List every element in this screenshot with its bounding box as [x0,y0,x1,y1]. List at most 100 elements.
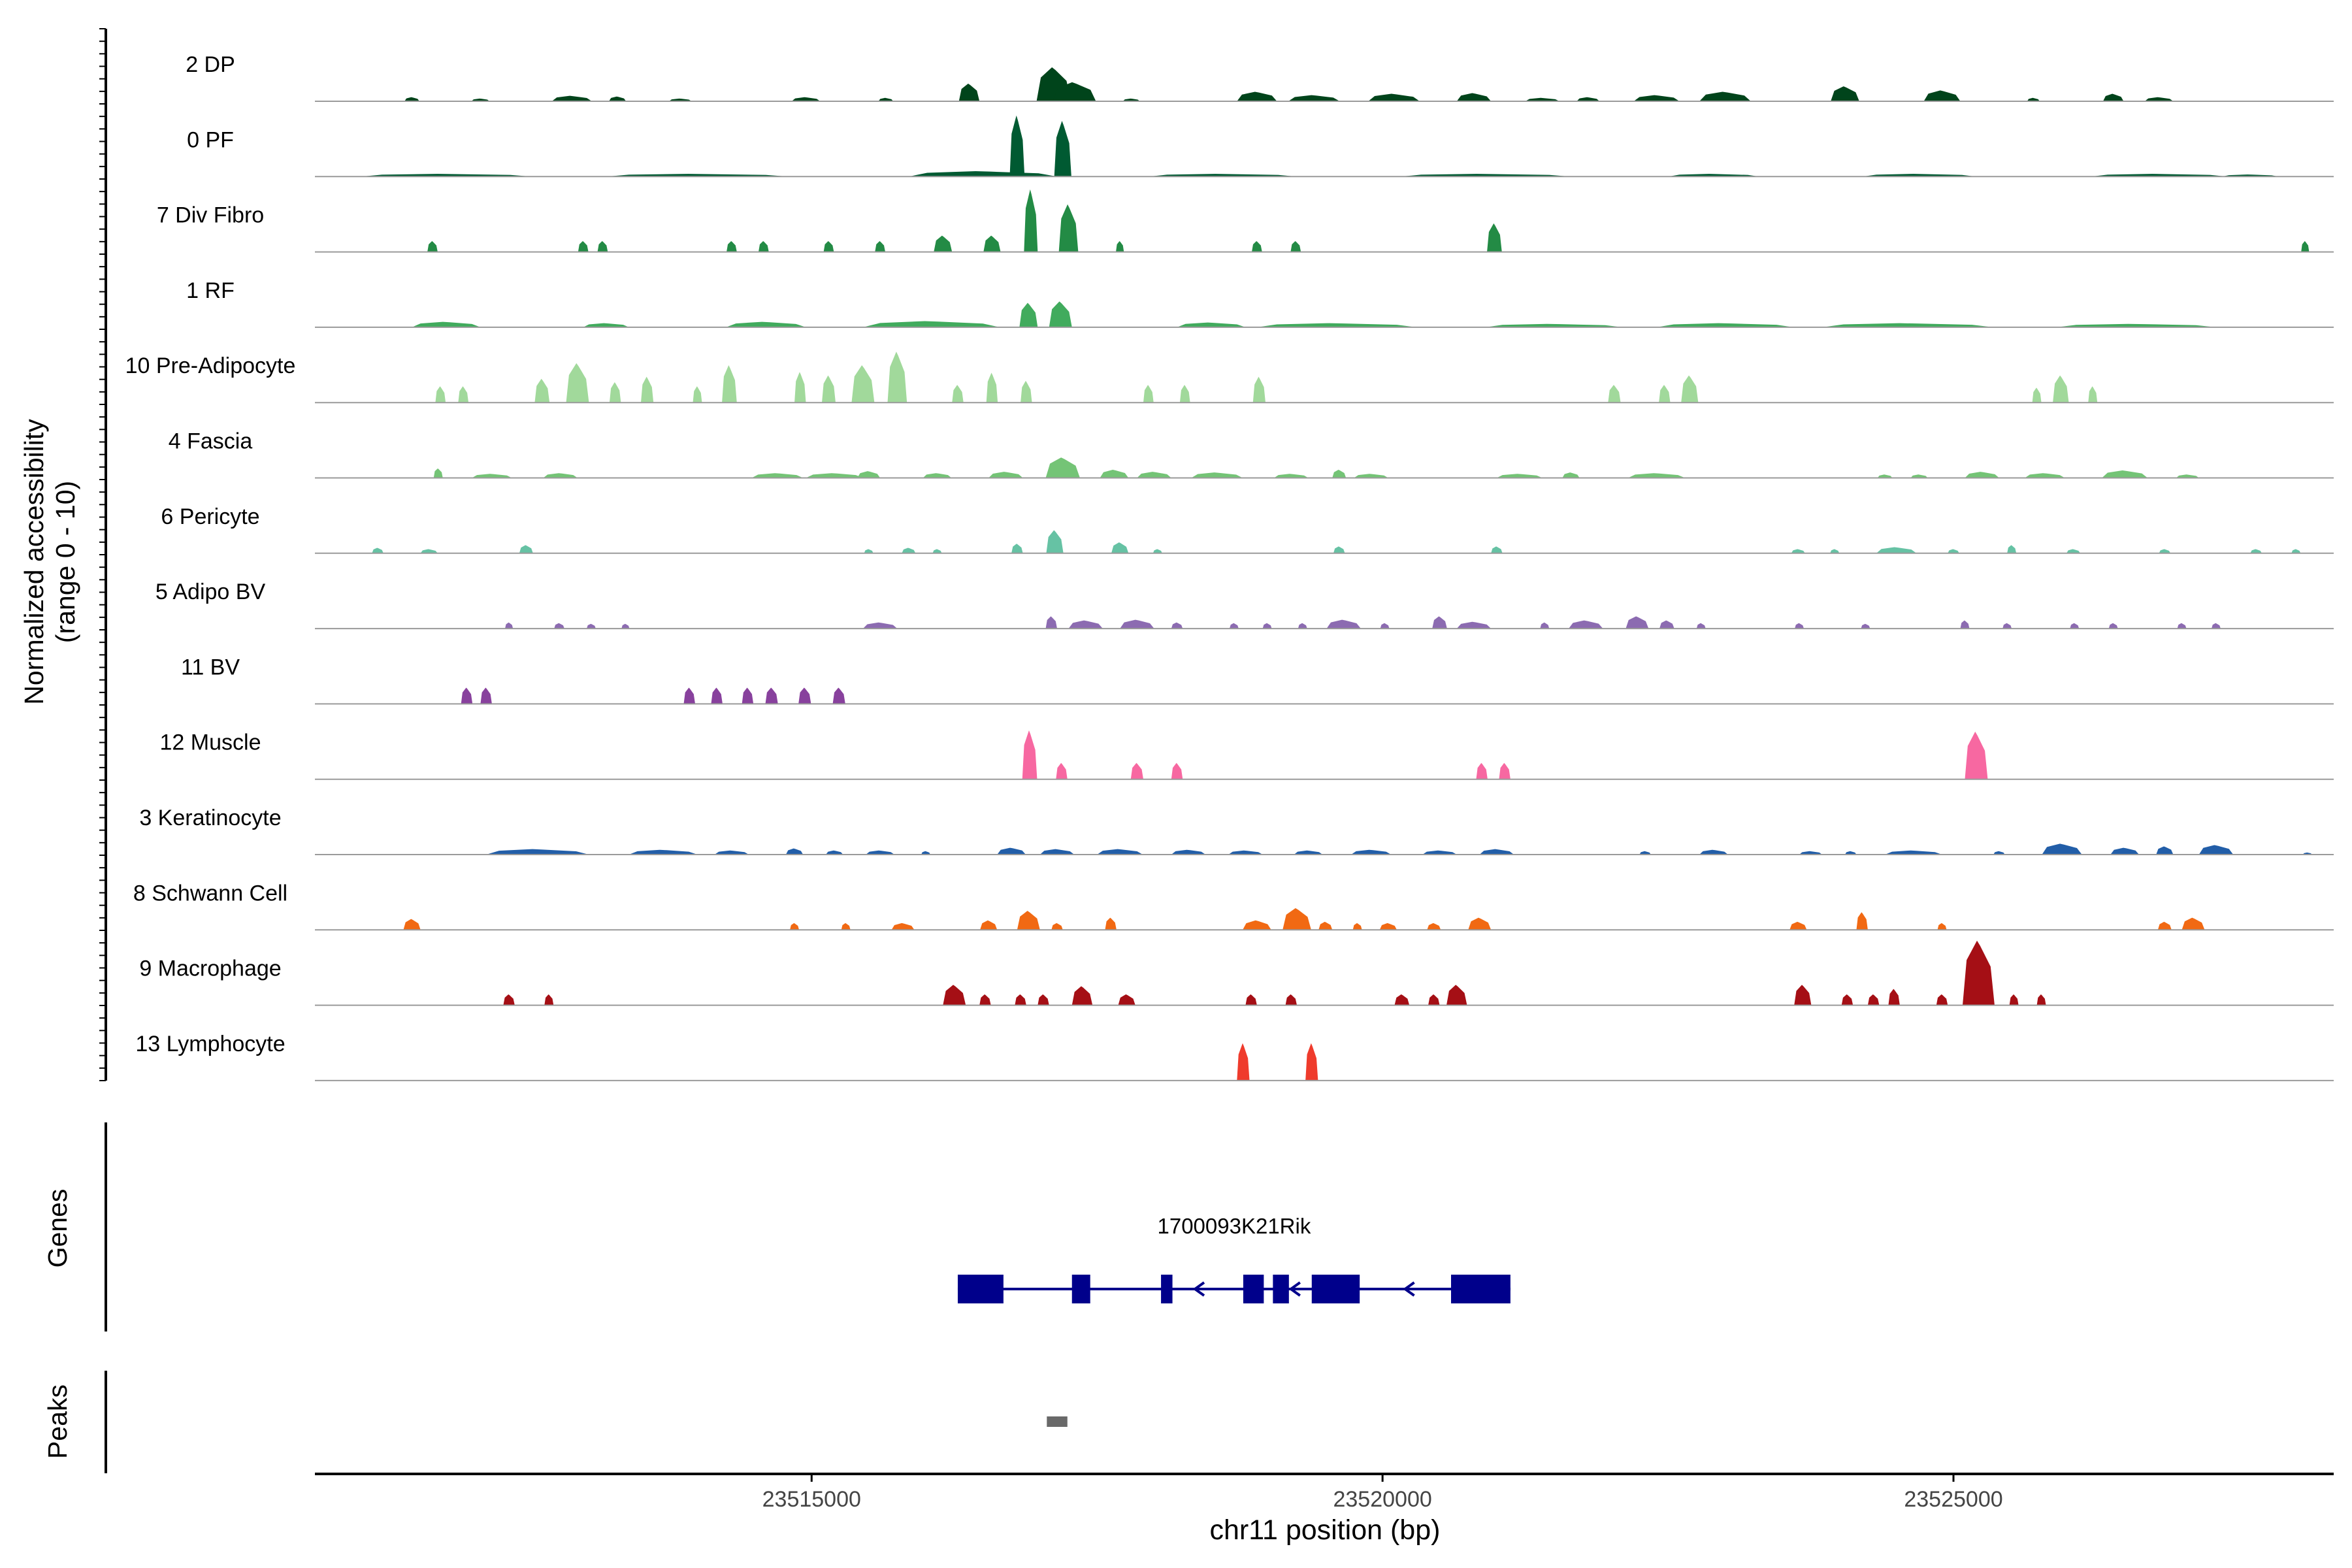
coverage-peak [1831,86,1859,101]
coverage-peak [1120,619,1154,629]
coverage-peak [2156,846,2174,855]
coverage-peak [1844,851,1857,855]
coverage-peak [791,97,821,101]
peaks-panel-label: Peaks [42,1384,73,1459]
coverage-peak [790,923,800,930]
coverage-peak [1965,472,1999,478]
coverage-peak [1351,849,1392,855]
coverage-peak [1137,472,1171,478]
coverage-peak [1569,620,1603,629]
peak-region [1047,1416,1068,1427]
coverage-peak [433,468,443,478]
coverage-peak [1054,121,1071,177]
coverage-peak [2108,623,2118,629]
gene-exon [1311,1275,1360,1303]
coverage-peak [534,378,550,403]
coverage-peak [471,98,490,101]
track-6-pericyte: 6 Pericyte [161,504,2334,554]
coverage-peak [2088,386,2098,403]
coverage-peak [1888,988,1900,1005]
coverage-peak [862,321,1000,327]
coverage-peak [1476,762,1488,779]
coverage-peak [1037,994,1049,1005]
coverage-peak [420,549,438,553]
coverage-peak [742,687,754,704]
coverage-peak [1867,994,1880,1005]
coverage-peak [1243,920,1271,930]
coverage-peak [823,240,834,252]
track-8-schwann-cell: 8 Schwann Cell [133,881,2334,931]
coverage-peak [1479,849,1514,855]
coverage-peak [711,687,723,704]
coverage-peak [1937,923,1947,930]
x-tick-label: 23520000 [1333,1487,1431,1512]
coverage-peak [1171,762,1183,779]
coverage-peak [1446,985,1467,1005]
coverage-peak [566,363,589,403]
coverage-peak [1876,547,1917,553]
coverage-peak [486,849,589,855]
coverage-peak [958,83,980,101]
coverage-peak [2066,549,2081,553]
coverage-peak [554,623,564,629]
coverage-peak [1017,911,1040,930]
coverage-peak [1097,849,1143,855]
track-label: 8 Schwann Cell [133,881,287,906]
coverage-peak [2009,994,2019,1005]
coverage-peak [1639,851,1651,855]
coverage-peak [986,372,998,403]
coverage-peak [1305,1043,1318,1081]
coverage-peak [1627,473,1686,478]
coverage-peak [1290,240,1301,252]
gene-name: 1700093K21Rik [1157,1214,1311,1238]
strand-arrow [1403,1281,1415,1297]
coverage-peak [1394,994,1410,1005]
coverage-peak [1368,93,1420,101]
coverage-peak [1274,474,1309,478]
coverage-peak [1049,301,1072,327]
coverage-peak [980,920,998,930]
coverage-peak [693,386,702,403]
coverage-peak [2090,174,2228,177]
coverage-peak [908,171,1058,177]
coverage-peak [2102,93,2124,101]
coverage-peak [952,385,964,403]
coverage-peak [1962,940,1995,1005]
track-label: 3 Keratinocyte [139,806,281,830]
coverage-peak [1282,908,1311,930]
coverage-peak [1237,91,1277,101]
coverage-peak [902,547,916,553]
coverage-peak [435,386,446,403]
gene-exon [1273,1275,1289,1303]
coverage-peak [606,174,789,177]
coverage-peak [979,994,991,1005]
coverage-peak [866,850,894,855]
y-axis-label: Normalized accessibility [19,419,49,705]
coverage-peak [2007,545,2017,553]
coverage-peak [1696,623,1706,629]
coverage-peak [1015,994,1026,1005]
coverage-peak [1022,730,1037,779]
coverage-peak [1228,850,1263,855]
track-4-fascia: 4 Fascia [169,429,2334,479]
coverage-peak [798,687,811,704]
coverage-peak [1056,762,1068,779]
coverage-peak [1791,549,1805,553]
coverage-peak [1656,323,1794,327]
coverage-peak [722,365,737,403]
track-11-bv: 11 BV [181,655,2334,705]
coverage-peak [1262,623,1272,629]
coverage-peak [472,474,512,478]
coverage-peak [1877,474,1893,478]
coverage-peak [1024,189,1038,252]
track-label: 12 Muscle [160,730,261,755]
coverage-peak [1152,549,1162,553]
track-label: 1 RF [186,278,235,303]
coverage-peak [1625,616,1649,629]
genes-panel-label: Genes [42,1189,73,1268]
coverage-peak [2032,387,2042,403]
track-label: 6 Pericyte [161,504,259,529]
coverage-peak [1830,549,1840,553]
coverage-peak [1009,115,1025,177]
